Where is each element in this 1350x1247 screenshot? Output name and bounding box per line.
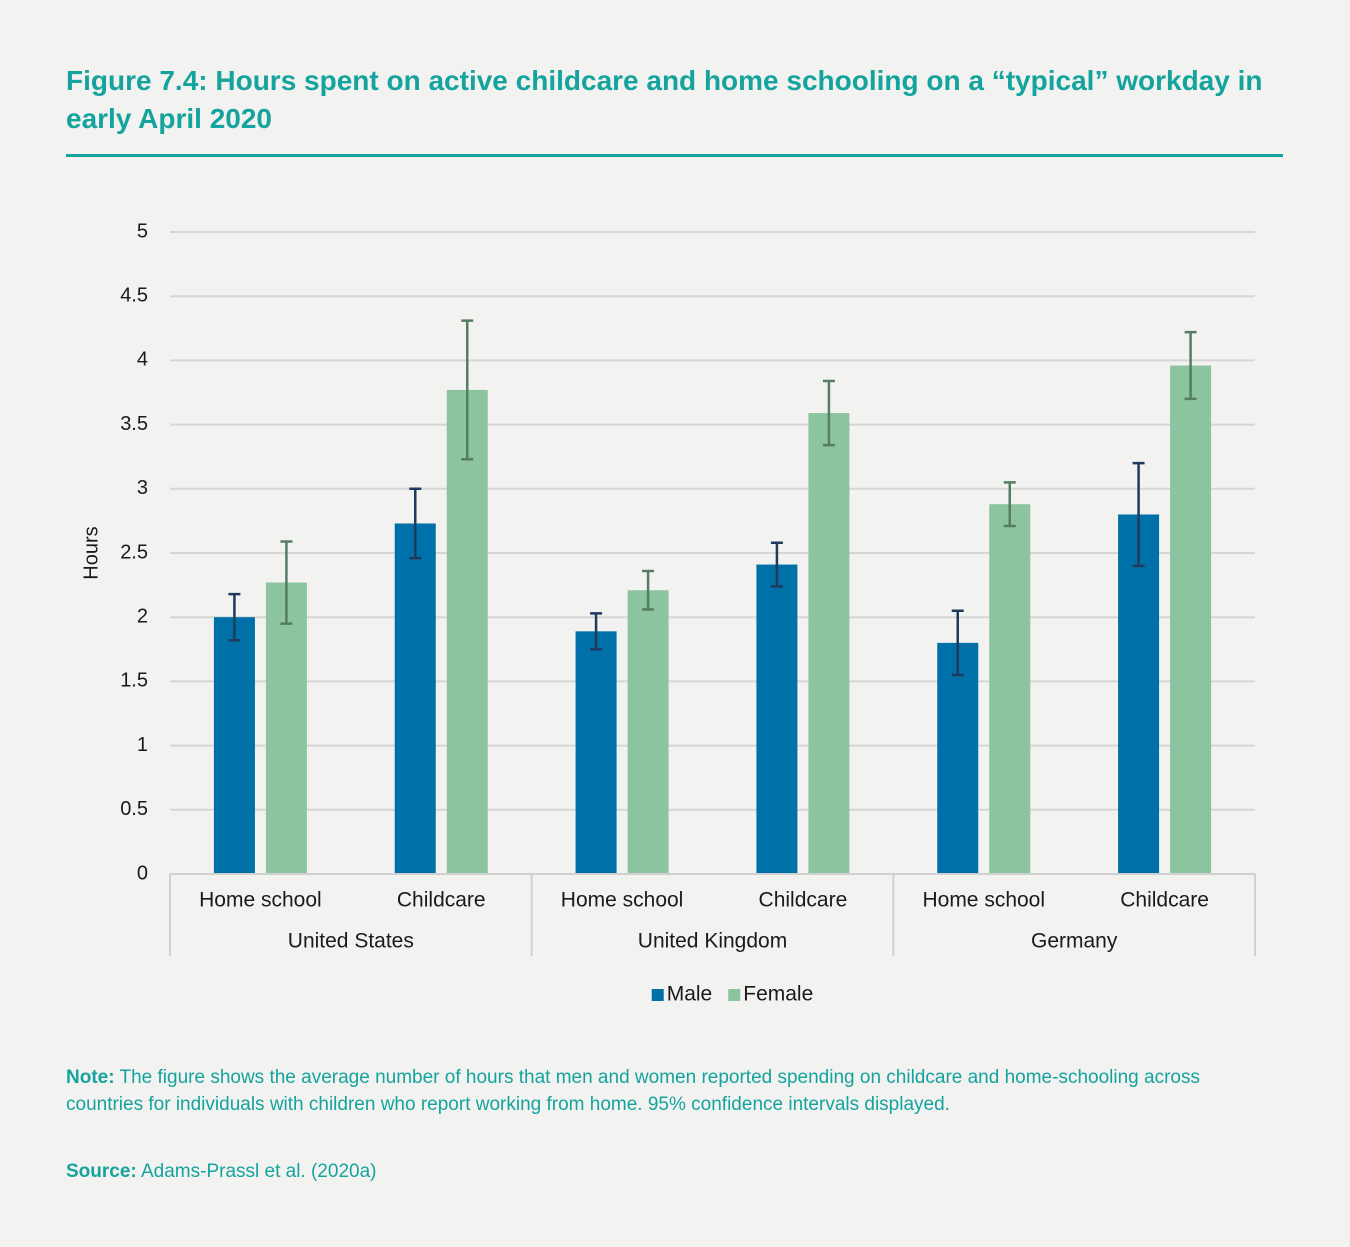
source-text: Adams-Prassl et al. (2020a) bbox=[140, 1161, 377, 1182]
source: Source: Adams-Prassl et al. (2020a) bbox=[66, 1158, 376, 1185]
bar bbox=[265, 582, 307, 874]
error-bar bbox=[1003, 481, 1016, 528]
bar bbox=[808, 413, 850, 874]
group-label: United States bbox=[288, 930, 414, 953]
y-tick-label: 0.5 bbox=[120, 798, 148, 820]
error-bar bbox=[1184, 330, 1197, 401]
legend-swatch bbox=[651, 989, 664, 1001]
x-tick-label: Home school bbox=[199, 889, 322, 912]
note-label: Note: bbox=[66, 1067, 115, 1088]
y-tick-label: 4.5 bbox=[120, 284, 148, 306]
bar bbox=[446, 389, 488, 874]
error-bar bbox=[280, 540, 293, 625]
source-label: Source: bbox=[66, 1161, 137, 1182]
x-tick-label: Home school bbox=[561, 889, 684, 912]
error-bar bbox=[228, 592, 241, 642]
error-bar bbox=[951, 609, 964, 677]
x-tick-label: Childcare bbox=[759, 889, 848, 912]
bar bbox=[1170, 365, 1212, 874]
note: Note: The figure shows the average numbe… bbox=[66, 1064, 1236, 1118]
legend-label: Male bbox=[667, 983, 713, 1006]
y-tick-label: 2.5 bbox=[120, 541, 148, 563]
bar bbox=[627, 590, 669, 874]
error-bar bbox=[642, 569, 655, 611]
x-tick-label: Childcare bbox=[1120, 889, 1209, 912]
y-tick-label: 5 bbox=[137, 220, 148, 242]
error-bar bbox=[822, 379, 835, 447]
error-bar bbox=[461, 319, 474, 461]
bar bbox=[394, 523, 436, 874]
title-rule bbox=[66, 154, 1283, 157]
bar bbox=[575, 631, 617, 874]
chart-title: Figure 7.4: Hours spent on active childc… bbox=[66, 65, 1263, 134]
bar bbox=[989, 504, 1031, 874]
bar bbox=[213, 617, 255, 874]
error-bar bbox=[1132, 461, 1145, 568]
y-tick-label: 3.5 bbox=[120, 413, 148, 435]
group-label: Germany bbox=[1031, 930, 1118, 953]
error-bar bbox=[590, 612, 603, 651]
y-tick-label: 1.5 bbox=[120, 670, 148, 692]
legend-label: Female bbox=[743, 983, 813, 1006]
y-tick-label: 2 bbox=[137, 605, 148, 627]
y-axis-label: Hours bbox=[80, 526, 102, 579]
error-bar bbox=[770, 541, 783, 588]
y-tick-label: 4 bbox=[137, 349, 148, 371]
error-bar bbox=[409, 487, 422, 560]
x-tick-label: Home school bbox=[922, 889, 1045, 912]
legend-swatch bbox=[728, 989, 741, 1001]
bar bbox=[1118, 514, 1160, 874]
x-tick-label: Childcare bbox=[397, 889, 486, 912]
bar bbox=[937, 642, 979, 874]
y-tick-label: 0 bbox=[137, 862, 148, 884]
y-tick-label: 3 bbox=[137, 477, 148, 499]
y-tick-label: 1 bbox=[137, 734, 148, 756]
group-label: United Kingdom bbox=[638, 930, 787, 953]
note-text: The figure shows the average number of h… bbox=[66, 1067, 1200, 1115]
bar bbox=[756, 564, 798, 874]
